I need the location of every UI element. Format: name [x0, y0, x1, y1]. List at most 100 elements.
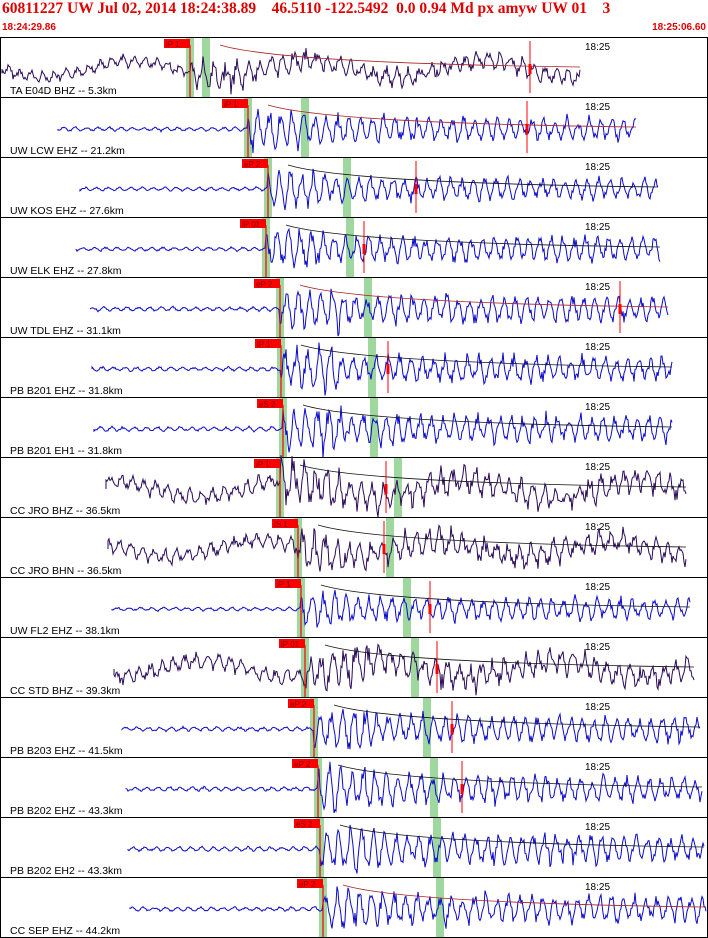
phase-pick-flag[interactable]: [292, 759, 318, 768]
waveform: [75, 227, 661, 269]
s-window: [343, 158, 351, 217]
trace-row[interactable]: iP 01 18:25 UW ELK EHZ -- 27.8km: [0, 217, 708, 278]
phase-pick-flag[interactable]: [164, 39, 190, 48]
station-label: UW ELK EHZ -- 27.8km: [10, 265, 122, 277]
time-tick-label: 18:25: [585, 642, 610, 653]
trace-row[interactable]: eS 2 18:25 PB B202 EH2 -- 43.3km: [0, 817, 708, 878]
amplitude-marker-box: [382, 544, 386, 554]
coda-curve: [317, 524, 687, 548]
time-tick-label: 18:25: [585, 402, 610, 413]
phase-pick-flag[interactable]: [254, 279, 280, 288]
station-label: UW LCW EHZ -- 21.2km: [10, 145, 125, 157]
trace-row[interactable]: eP 2 18:25 UW KOS EHZ -- 27.6km: [0, 157, 708, 218]
time-tick-label: 18:25: [585, 282, 610, 293]
trace-row-border: [0, 277, 708, 338]
phase-pick-label: iP 1: [256, 460, 270, 469]
waveform: [125, 761, 703, 814]
phase-pick-label: iP 1: [224, 100, 238, 109]
trace-row[interactable]: iP 1 18:25 UW FL2 EHZ -- 38.1km: [0, 577, 708, 638]
waveform: [107, 524, 687, 572]
waveform: [1, 47, 581, 95]
s-window: [386, 518, 394, 577]
time-tick-label: 18:25: [585, 762, 610, 773]
time-tick-label: 18:25: [585, 342, 610, 353]
trace-row[interactable]: iP 1 18:25 UW LCW EHZ -- 21.2km: [0, 97, 708, 158]
coda-curve: [324, 644, 695, 668]
phase-pick-label: iP 1: [166, 40, 180, 49]
s-window: [430, 758, 438, 817]
station-label: PB B203 EHZ -- 41.5km: [10, 745, 123, 757]
time-tick-label: 18:25: [585, 462, 610, 473]
trace-row[interactable]: eP 2 18:25 UW TDL EHZ -- 31.1km: [0, 277, 708, 338]
waveform: [127, 824, 705, 874]
station-label: UW KOS EHZ -- 27.6km: [10, 205, 124, 217]
phase-pick-label: eP 2: [290, 700, 307, 709]
time-tick-label: 18:25: [585, 702, 610, 713]
phase-pick-flag[interactable]: [288, 699, 314, 708]
trace-row[interactable]: eS 2 18:25 PB B201 EH1 -- 31.8km: [0, 397, 708, 459]
coda-curve: [287, 164, 659, 188]
phase-pick-label: iP 1: [277, 580, 291, 589]
phase-pick-label: eP 2: [299, 880, 316, 889]
phase-pick-flag[interactable]: [294, 819, 320, 828]
phase-pick-flag[interactable]: [254, 459, 280, 468]
amplitude-marker-box: [414, 184, 418, 194]
coda-curve: [299, 284, 669, 308]
station-label: CC JRO BHZ -- 36.5km: [10, 505, 121, 517]
phase-pick-flag[interactable]: [279, 639, 305, 648]
station-label: PB B202 EHZ -- 43.3km: [10, 805, 123, 817]
trace-row[interactable]: eP 2 18:25 PB B203 EHZ -- 41.5km: [0, 697, 708, 758]
trace-row[interactable]: iP 01 18:25 CC STD BHZ -- 39.3km: [0, 637, 708, 698]
phase-pick-flag[interactable]: [240, 219, 266, 228]
phase-pick-flag[interactable]: [275, 579, 301, 588]
phase-pick-flag[interactable]: [272, 519, 298, 528]
trace-row[interactable]: eP 2 18:25 PB B202 EHZ -- 43.3km: [0, 757, 708, 818]
station-label: PB B201 EH1 -- 31.8km: [10, 445, 122, 457]
trace-row-border: [0, 37, 708, 98]
phase-pick-flag[interactable]: [255, 339, 281, 348]
trace-row-border: [0, 757, 708, 818]
amplitude-marker-box: [435, 664, 439, 674]
s-window: [436, 878, 444, 937]
amplitude-marker-box: [450, 724, 454, 734]
phase-pick-label: eP 2: [256, 280, 273, 289]
time-tick-label: 18:25: [585, 522, 610, 533]
s-window: [370, 398, 378, 457]
trace-row[interactable]: iP 1 18:25 PB B201 EHZ -- 31.8km: [0, 337, 708, 398]
trace-row[interactable]: iP 1 18:25 TA E04D BHZ -- 5.3km: [0, 37, 708, 98]
trace-row[interactable]: iP 1 18:25 CC JRO BHZ -- 36.5km: [0, 455, 708, 518]
phase-pick-label: iS 1: [274, 520, 288, 529]
phase-pick-flag[interactable]: [222, 99, 248, 108]
phase-pick-flag[interactable]: [297, 879, 323, 888]
trace-row[interactable]: eP 2 18:25 CC SEP EHZ -- 44.2km: [0, 877, 708, 938]
time-tick-label: 18:25: [585, 882, 610, 893]
coda-curve: [339, 824, 705, 848]
phase-pick-label: iP 01: [281, 640, 300, 649]
station-label: UW FL2 EHZ -- 38.1km: [10, 625, 120, 637]
trace-row-border: [0, 337, 708, 398]
phase-pick-flag[interactable]: [257, 399, 283, 408]
coda-curve: [285, 224, 661, 248]
amplitude-marker-box: [384, 484, 388, 494]
trace-row[interactable]: iS 1 18:25 CC JRO BHN -- 36.5km: [0, 517, 708, 578]
coda-curve: [320, 584, 691, 608]
phase-pick-label: iP 1: [257, 340, 271, 349]
time-tick-label: 18:25: [585, 102, 610, 113]
amplitude-marker-box: [428, 604, 432, 614]
waveform: [105, 455, 687, 518]
time-tick-label: 18:25: [585, 582, 610, 593]
waveform: [111, 589, 691, 628]
s-window: [411, 638, 419, 697]
trace-row-border: [0, 817, 708, 878]
p-window: [202, 38, 210, 97]
s-window: [301, 98, 309, 157]
time-tick-label: 18:25: [585, 222, 610, 233]
phase-pick-label: eS 2: [259, 400, 276, 409]
amplitude-marker-box: [460, 784, 464, 794]
phase-pick-label: iP 01: [242, 220, 261, 229]
station-label: CC SEP EHZ -- 44.2km: [10, 925, 120, 937]
phase-pick-flag[interactable]: [242, 159, 268, 168]
coda-curve: [342, 884, 707, 908]
coda-curve: [299, 464, 687, 488]
